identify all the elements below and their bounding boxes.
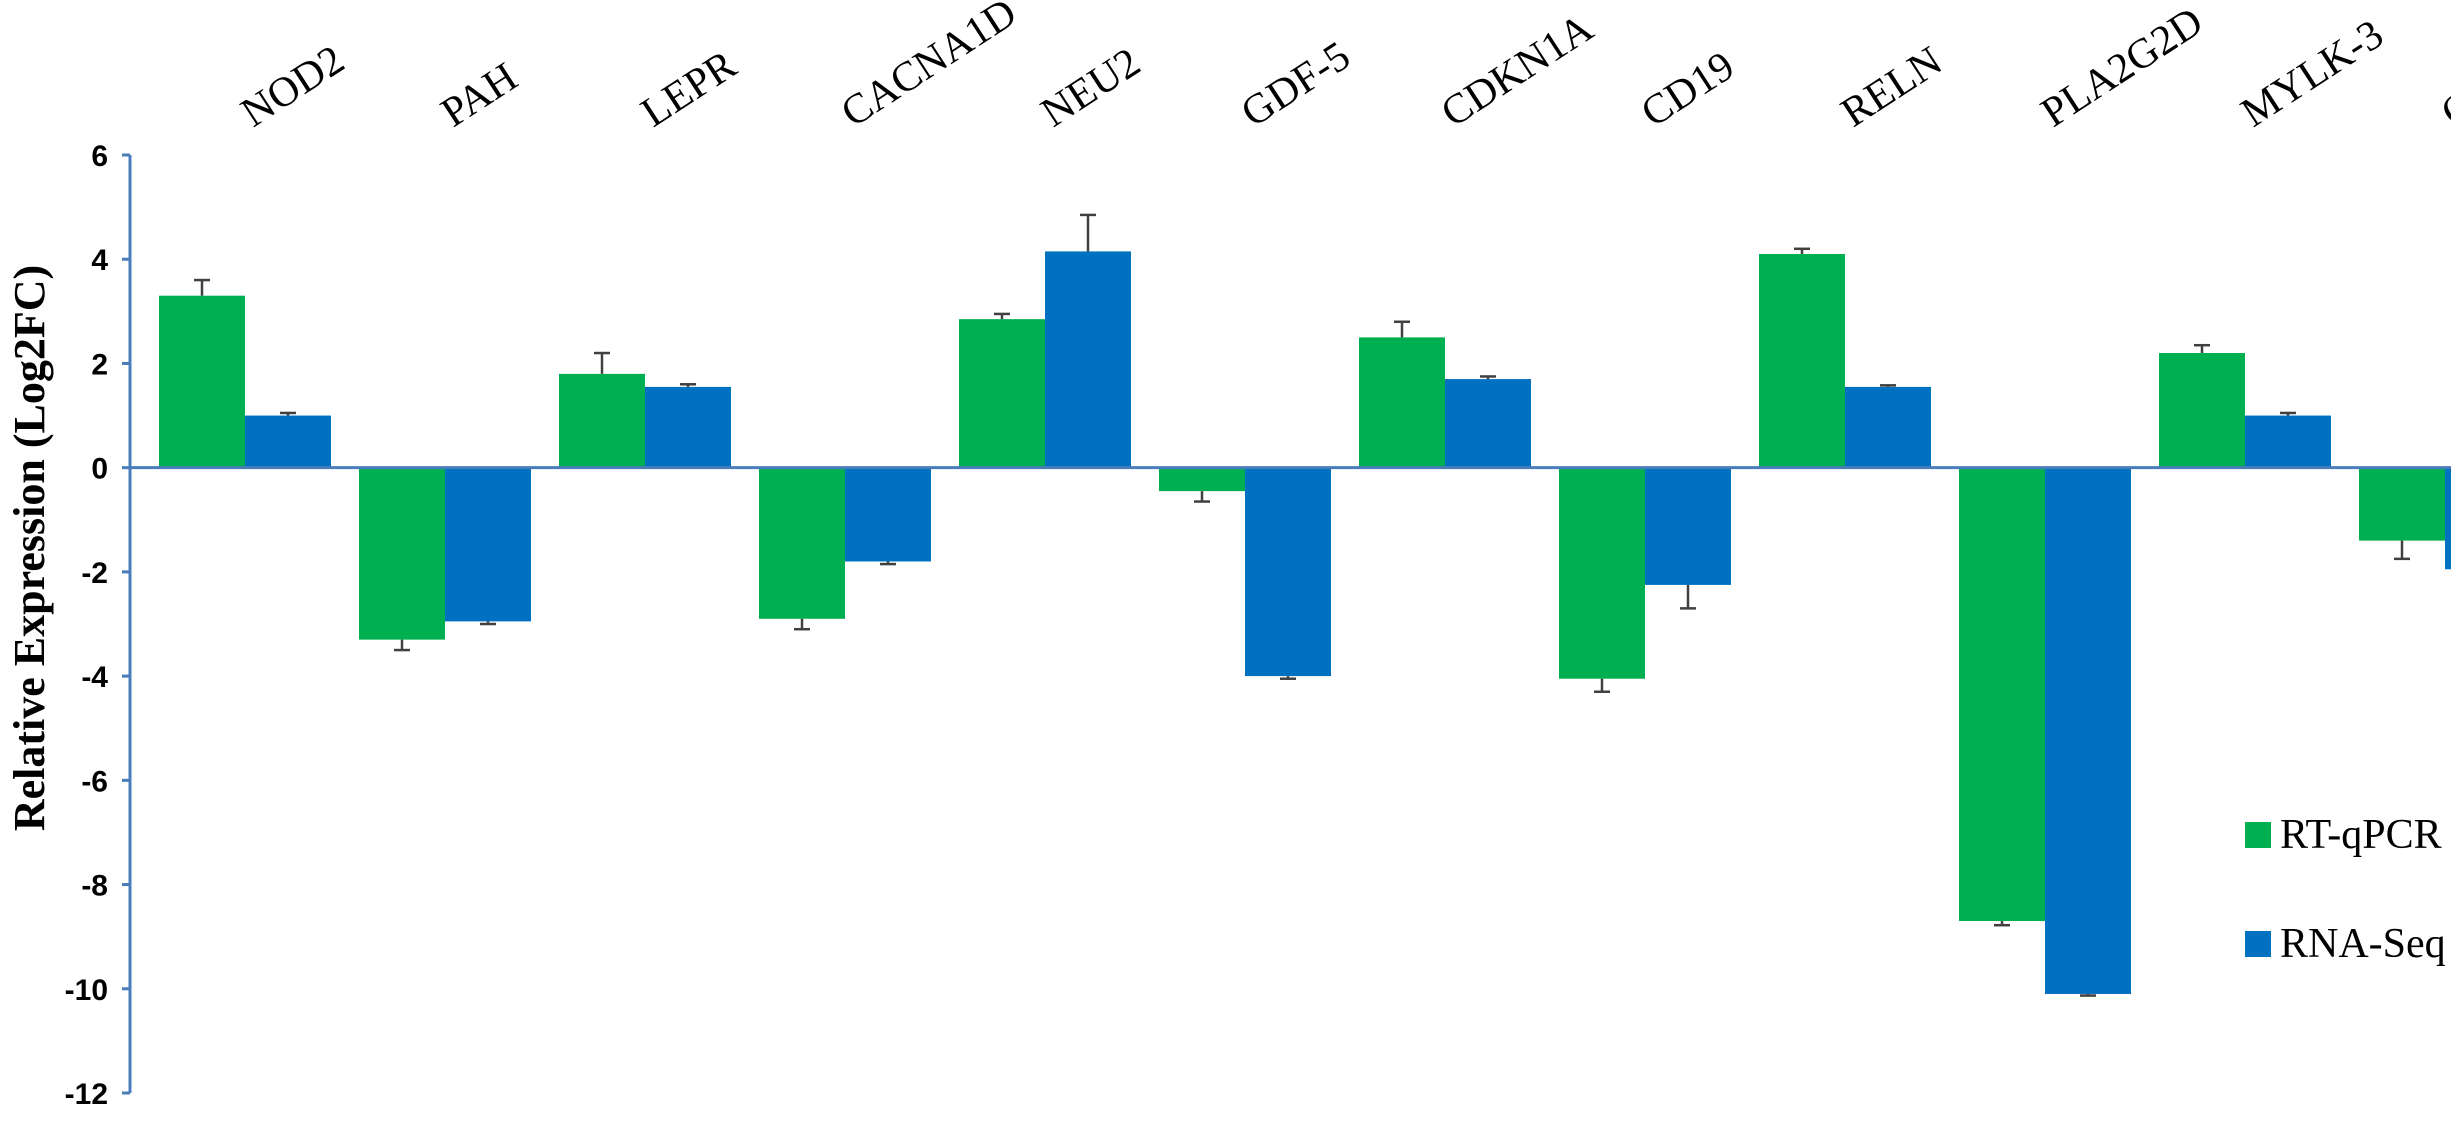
bar <box>359 467 445 640</box>
legend-label-rt-qpcr: RT-qPCR <box>2280 812 2442 858</box>
bar <box>445 467 531 622</box>
error-bars-group <box>194 213 2410 997</box>
y-axis-label: Relative Expression (Log2FC) <box>5 265 54 831</box>
bar <box>245 415 331 468</box>
bar <box>559 373 645 468</box>
category-label: NEU2 <box>1033 39 1148 136</box>
y-tick-label: -12 <box>65 1078 108 1111</box>
bar <box>759 467 845 619</box>
bar <box>2245 415 2331 468</box>
bar <box>1959 467 2045 922</box>
bar <box>1445 379 1531 468</box>
bars-group <box>159 251 2451 994</box>
bar <box>1045 251 1131 468</box>
y-axis-ticks <box>122 153 130 1095</box>
bar <box>1359 337 1445 468</box>
category-label: MYLK-3 <box>2233 11 2391 136</box>
y-tick-label: 0 <box>91 453 108 486</box>
bar <box>959 319 1045 468</box>
category-label: CACNA1D <box>833 0 1024 136</box>
category-label: NOD2 <box>233 37 352 137</box>
category-label: LEPR <box>633 42 744 137</box>
category-label: CD19 <box>1633 43 1742 136</box>
bar <box>845 467 931 562</box>
category-label: COL6A5 <box>2433 13 2451 137</box>
y-tick-label: -8 <box>81 870 108 903</box>
legend-swatch-rna-seq <box>2245 931 2271 957</box>
bar <box>1845 386 1931 468</box>
y-tick-label: 2 <box>91 348 108 381</box>
category-label: PLA2G2D <box>2033 0 2211 136</box>
y-tick-label: 6 <box>91 140 108 173</box>
bar <box>645 386 731 468</box>
category-label: CDKN1A <box>1433 5 1601 137</box>
y-tick-label: -6 <box>81 765 108 798</box>
bar <box>1645 467 1731 585</box>
bar <box>1759 254 1845 468</box>
category-label: RELN <box>1833 38 1950 136</box>
category-label: PAH <box>433 54 525 136</box>
bar <box>1245 467 1331 677</box>
bar <box>1559 467 1645 679</box>
bar <box>1159 467 1245 492</box>
bar <box>2445 467 2451 570</box>
bar <box>2045 467 2131 994</box>
legend: RT-qPCR RNA-Seq <box>2245 812 2446 967</box>
category-labels: NOD2 PAH LEPR CACNA1D NEU2 GDF-5 CDKN1A CD19 REL… <box>233 0 2451 136</box>
bar <box>159 295 245 468</box>
bar <box>2159 353 2245 468</box>
legend-label-rna-seq: RNA-Seq <box>2280 921 2446 967</box>
y-tick-label: -2 <box>81 557 108 590</box>
category-label: GDF-5 <box>1233 33 1358 136</box>
y-tick-label: 4 <box>91 244 108 277</box>
y-tick-labels: 6 4 2 0 -2 -4 -6 -8 -10 -12 <box>65 140 109 1111</box>
legend-swatch-rt-qpcr <box>2245 822 2271 848</box>
bar <box>2359 467 2445 541</box>
y-tick-label: -10 <box>65 974 108 1007</box>
y-tick-label: -4 <box>81 661 108 694</box>
